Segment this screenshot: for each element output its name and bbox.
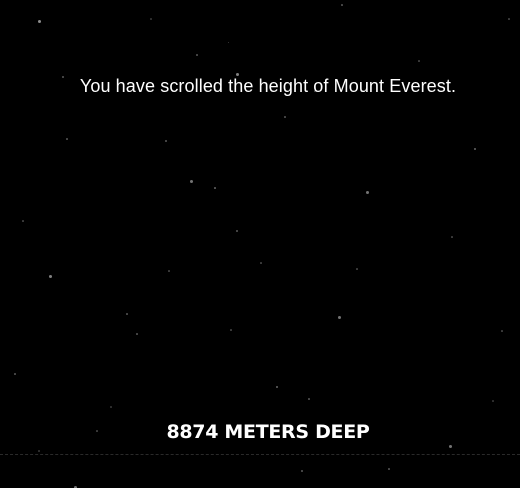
- star-dot: [260, 262, 262, 264]
- star-dot: [449, 445, 452, 448]
- star-dot: [22, 220, 24, 222]
- star-dot: [301, 470, 303, 472]
- star-dot: [110, 406, 112, 408]
- star-dot: [150, 18, 152, 20]
- star-dot: [418, 60, 420, 62]
- star-dot: [236, 73, 239, 76]
- star-dot: [38, 450, 40, 452]
- star-dot: [366, 191, 369, 194]
- star-dot: [96, 430, 98, 432]
- star-dot: [165, 140, 167, 142]
- star-dot: [136, 333, 138, 335]
- depth-divider: [0, 454, 520, 455]
- star-dot: [66, 138, 68, 140]
- star-dot: [230, 329, 232, 331]
- star-dot: [276, 386, 278, 388]
- star-dot: [236, 230, 238, 232]
- star-dot: [388, 468, 390, 470]
- star-dot: [196, 54, 198, 56]
- star-dot: [168, 270, 170, 272]
- star-dot: [451, 236, 453, 238]
- star-dot: [314, 90, 316, 92]
- star-dot: [508, 18, 510, 20]
- star-dot: [62, 76, 64, 78]
- star-dot: [228, 42, 229, 43]
- star-dot: [38, 20, 41, 23]
- star-dot: [49, 275, 52, 278]
- star-dot: [14, 373, 16, 375]
- star-dot: [190, 180, 193, 183]
- star-dot: [284, 116, 286, 118]
- star-dot: [474, 148, 476, 150]
- everest-message: You have scrolled the height of Mount Ev…: [79, 76, 457, 96]
- star-dot: [214, 187, 216, 189]
- star-dot: [492, 400, 494, 402]
- star-dot: [341, 4, 343, 6]
- star-dot: [126, 313, 128, 315]
- star-dot: [501, 330, 503, 332]
- star-dot: [356, 268, 358, 270]
- star-dot: [308, 398, 310, 400]
- star-dot: [338, 316, 341, 319]
- star-dot: [74, 486, 77, 488]
- depth-counter: 8874 METERS DEEP: [166, 421, 370, 443]
